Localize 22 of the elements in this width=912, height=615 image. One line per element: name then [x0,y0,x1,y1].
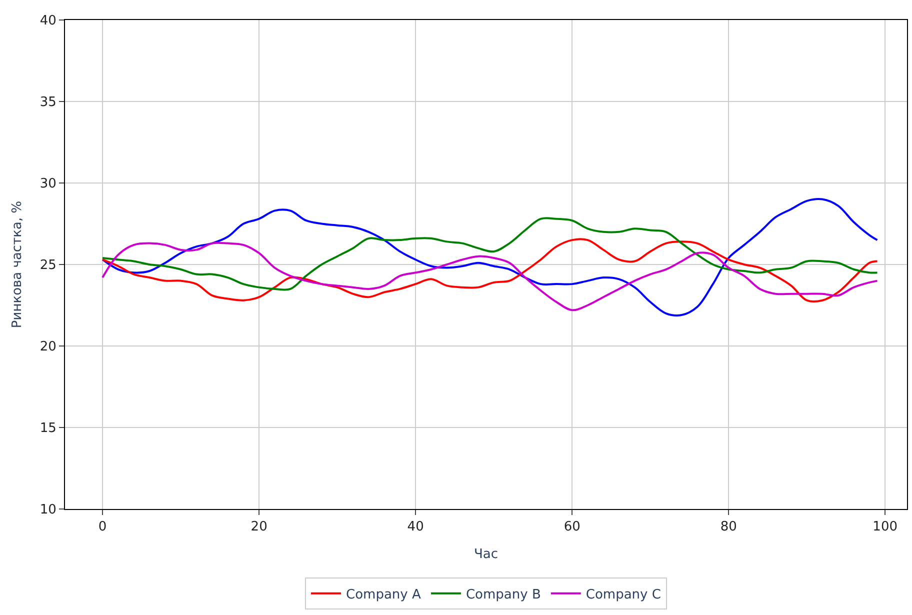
x-tick-label: 20 [250,520,268,535]
y-tick-label: 40 [40,14,56,29]
x-tick-label: 100 [872,520,898,535]
x-tick-label: 40 [407,520,424,535]
legend-label: Company A [346,587,421,602]
x-tick-label: 80 [720,520,737,535]
line-series [102,242,878,312]
x-axis-title: Час [474,547,498,562]
y-tick-label: 20 [40,340,56,355]
x-tick-label: 0 [98,520,107,535]
y-axis-title: Ринкова частка, % [10,200,25,328]
x-tick-label: 60 [564,520,580,535]
y-tick-label: 30 [40,176,56,192]
y-tick-label: 25 [40,258,56,274]
y-tick-label: 10 [40,502,56,518]
line-series [102,217,878,291]
legend-label: Company B [466,587,541,602]
y-tick-label: 35 [40,95,56,110]
legend-label: Company C [586,587,661,602]
line-series [102,198,878,316]
line-series [102,238,878,302]
y-tick-label: 15 [40,421,56,436]
